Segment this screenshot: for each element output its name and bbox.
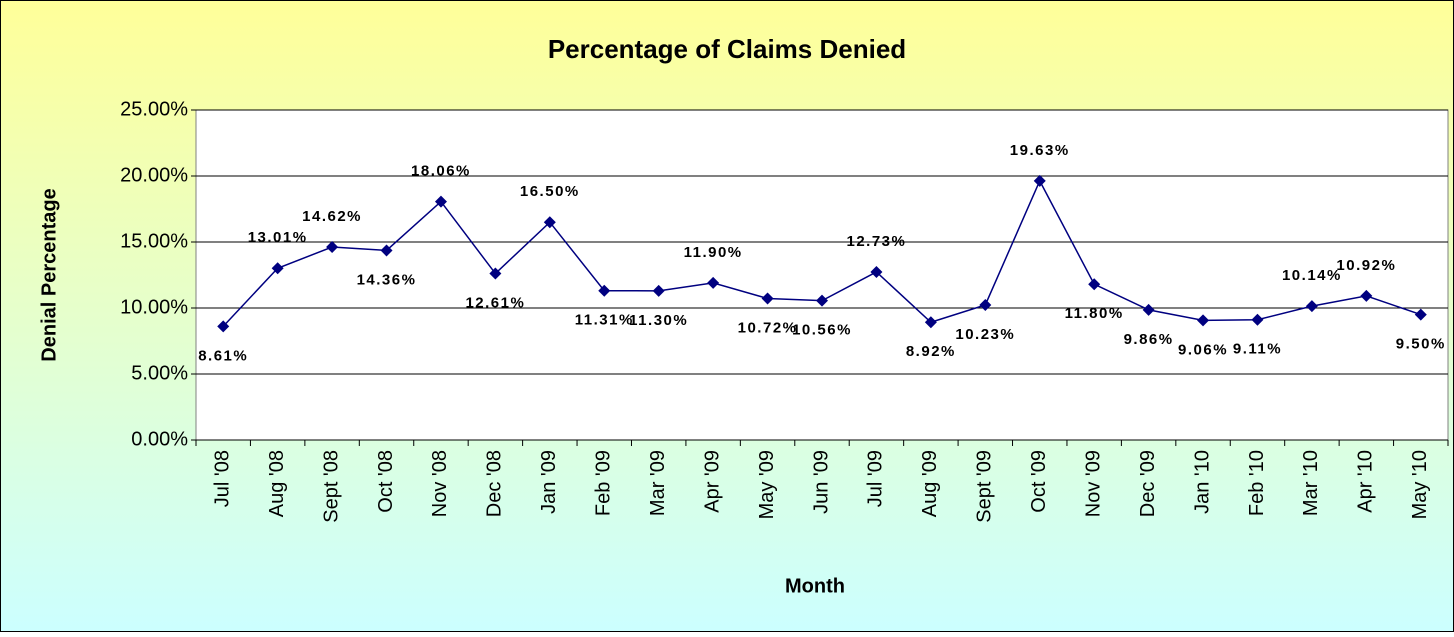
y-tick-label: 15.00% (120, 230, 188, 252)
x-tick-label: Sept '09 (974, 450, 996, 523)
data-label: 8.92% (906, 343, 956, 360)
data-point (543, 216, 556, 229)
data-point (1142, 303, 1155, 316)
data-label: 9.11% (1233, 341, 1282, 358)
data-label: 10.23% (955, 326, 1015, 343)
data-point (1360, 289, 1373, 302)
data-label: 11.80% (1065, 305, 1124, 322)
data-label: 9.50% (1396, 336, 1446, 353)
data-point (1197, 314, 1210, 327)
x-tick-label: Jul '09 (865, 450, 887, 507)
x-tick-label: Jun '09 (810, 450, 832, 514)
y-tick-label: 25.00% (120, 98, 188, 120)
data-point (434, 195, 447, 208)
data-label: 9.06% (1178, 341, 1228, 358)
x-tick-label: Apr '10 (1355, 450, 1377, 513)
data-label: 12.73% (846, 233, 906, 250)
x-tick-label: Mar '10 (1300, 450, 1322, 516)
data-label: 11.31% (575, 312, 634, 329)
data-label: 10.14% (1282, 267, 1342, 284)
data-point (598, 284, 611, 297)
x-tick-label: Mar '09 (647, 450, 669, 516)
data-point (707, 276, 720, 289)
x-tick-label: Dec '09 (1137, 450, 1159, 517)
x-tick-label: Sept '08 (320, 450, 342, 523)
x-tick-label: Apr '09 (701, 450, 723, 513)
data-label: 19.63% (1010, 142, 1070, 159)
data-point (924, 316, 937, 329)
y-axis-label: Denial Percentage (38, 188, 60, 361)
y-tick-label: 10.00% (120, 296, 188, 318)
x-tick-label: Oct '08 (375, 450, 397, 513)
x-tick-label: Jan '09 (538, 450, 560, 514)
x-tick-label: Jul '08 (211, 450, 233, 507)
data-point (217, 320, 230, 333)
data-point (271, 262, 284, 275)
data-label: 18.06% (411, 163, 471, 180)
data-label: 10.92% (1336, 257, 1396, 274)
x-tick-label: Jan '10 (1191, 450, 1213, 514)
y-tick-label: 20.00% (120, 164, 188, 186)
data-point (489, 267, 502, 280)
x-tick-label: Dec '08 (484, 450, 506, 517)
data-label: 13.01% (248, 229, 308, 246)
data-point (1414, 308, 1427, 321)
data-point (1305, 300, 1318, 313)
data-point (652, 284, 665, 297)
data-label: 10.56% (792, 322, 852, 339)
data-point (979, 298, 992, 311)
data-point (1033, 174, 1046, 187)
data-point (1088, 278, 1101, 291)
x-axis-label: Month (785, 575, 845, 597)
y-tick-label: 5.00% (131, 362, 188, 384)
x-tick-label: May '09 (756, 450, 778, 519)
x-tick-label: Feb '10 (1246, 450, 1268, 516)
x-tick-label: Oct '09 (1028, 450, 1050, 513)
plot-area (195, 109, 1449, 441)
data-label: 10.72% (738, 319, 798, 336)
x-tick-label: Nov '09 (1082, 450, 1104, 517)
data-label: 12.61% (465, 295, 525, 312)
x-tick-label: Aug '08 (266, 450, 288, 517)
data-label: 8.61% (198, 347, 248, 364)
chart-title: Percentage of Claims Denied (548, 34, 906, 64)
data-label: 9.86% (1124, 331, 1174, 348)
data-point (870, 265, 883, 278)
data-label: 16.50% (520, 183, 580, 200)
data-label: 11.30% (629, 312, 688, 329)
data-point (380, 244, 393, 257)
x-tick-label: Feb '09 (593, 450, 615, 516)
x-tick-label: Aug '09 (919, 450, 941, 517)
data-point (1251, 313, 1264, 326)
data-label: 14.36% (357, 271, 417, 288)
data-label: 11.90% (684, 244, 743, 261)
y-tick-label: 0.00% (131, 428, 188, 450)
data-point (761, 292, 774, 305)
data-point (816, 294, 828, 307)
x-tick-label: May '10 (1409, 450, 1431, 519)
data-label: 14.62% (302, 208, 362, 225)
data-point (326, 241, 339, 254)
x-tick-label: Nov '08 (429, 450, 451, 517)
